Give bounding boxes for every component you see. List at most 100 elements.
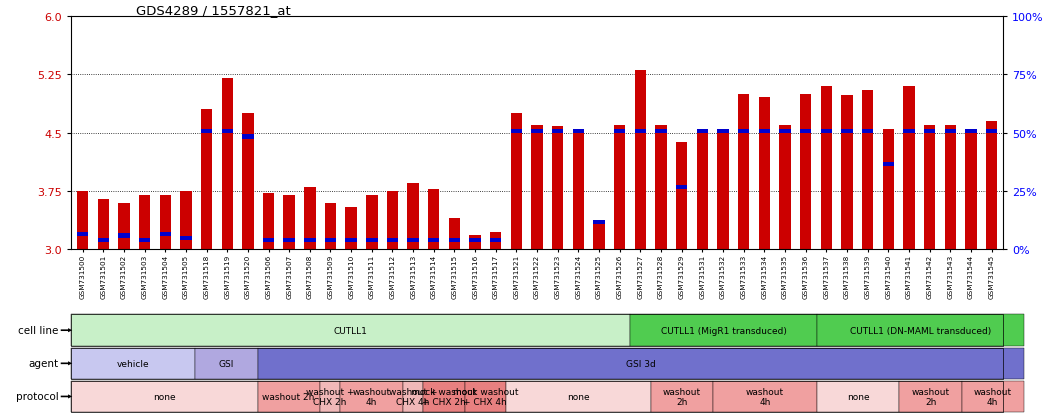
Bar — [759, 98, 770, 250]
Bar — [696, 130, 708, 134]
Bar — [76, 232, 88, 237]
Bar — [386, 192, 398, 250]
Bar — [552, 130, 563, 134]
Text: none: none — [153, 392, 176, 401]
Bar — [883, 162, 894, 166]
Bar — [180, 192, 192, 250]
Bar — [634, 130, 646, 134]
Bar — [532, 126, 542, 250]
Bar — [965, 130, 977, 134]
Bar — [139, 195, 150, 250]
Bar — [304, 188, 315, 250]
Bar — [738, 130, 750, 134]
Bar — [904, 130, 915, 134]
Bar — [925, 130, 935, 134]
Bar — [449, 238, 460, 243]
Text: washout
2h: washout 2h — [663, 387, 701, 406]
Text: washout +
CHX 4h: washout + CHX 4h — [388, 387, 437, 406]
Bar — [407, 184, 419, 250]
Text: vehicle: vehicle — [117, 359, 150, 368]
Bar — [263, 238, 274, 243]
Bar — [842, 96, 852, 250]
Bar — [490, 233, 502, 250]
Text: mock washout
+ CHX 2h: mock washout + CHX 2h — [411, 387, 476, 406]
Text: none: none — [847, 392, 869, 401]
Bar — [159, 232, 171, 237]
Bar — [594, 223, 605, 250]
Bar — [655, 126, 667, 250]
Bar — [159, 195, 171, 250]
Text: CUTLL1: CUTLL1 — [334, 326, 367, 335]
Bar — [118, 203, 130, 250]
Bar — [986, 130, 998, 134]
Bar — [222, 79, 232, 250]
Bar — [284, 238, 295, 243]
Bar — [573, 129, 584, 250]
Bar — [222, 130, 232, 134]
Text: washout
4h: washout 4h — [974, 387, 1011, 406]
Bar — [201, 130, 213, 134]
Bar — [800, 130, 811, 134]
Text: washout 2h: washout 2h — [263, 392, 315, 401]
Text: washout
4h: washout 4h — [353, 387, 391, 406]
Bar — [511, 130, 522, 134]
Bar — [469, 236, 481, 250]
Bar — [925, 126, 935, 250]
Bar — [883, 129, 894, 250]
Bar — [469, 238, 481, 243]
Bar — [263, 194, 274, 250]
Bar — [428, 189, 440, 250]
Bar — [738, 94, 750, 250]
Bar — [449, 219, 460, 250]
Text: mock washout
+ CHX 4h: mock washout + CHX 4h — [452, 387, 518, 406]
Bar — [676, 142, 688, 250]
Bar — [366, 238, 378, 243]
Bar — [779, 126, 790, 250]
Bar — [407, 238, 419, 243]
Bar — [552, 127, 563, 250]
Bar — [428, 238, 440, 243]
Bar — [242, 114, 253, 250]
Bar — [821, 130, 832, 134]
Text: cell line: cell line — [18, 325, 59, 335]
Bar — [180, 236, 192, 240]
Bar — [842, 130, 852, 134]
Bar — [696, 129, 708, 250]
Bar — [717, 130, 729, 134]
Bar — [490, 238, 502, 243]
Text: CUTLL1 (MigR1 transduced): CUTLL1 (MigR1 transduced) — [661, 326, 786, 335]
Bar — [655, 130, 667, 134]
Bar — [511, 114, 522, 250]
Text: GSI: GSI — [219, 359, 235, 368]
Bar — [944, 130, 956, 134]
Bar — [676, 185, 688, 190]
Bar — [304, 238, 315, 243]
Text: protocol: protocol — [16, 392, 59, 401]
Text: GDS4289 / 1557821_at: GDS4289 / 1557821_at — [136, 4, 291, 17]
Bar — [325, 238, 336, 243]
Bar — [284, 195, 295, 250]
Text: washout
4h: washout 4h — [745, 387, 784, 406]
Bar — [573, 130, 584, 134]
Bar — [386, 238, 398, 243]
Text: none: none — [567, 392, 589, 401]
Text: GSI 3d: GSI 3d — [626, 359, 655, 368]
Bar — [862, 90, 873, 250]
Bar — [346, 207, 357, 250]
Bar — [139, 238, 150, 243]
Bar — [242, 135, 253, 139]
Bar — [717, 133, 729, 250]
Text: washout +
CHX 2h: washout + CHX 2h — [306, 387, 354, 406]
Bar — [532, 130, 542, 134]
Bar — [76, 192, 88, 250]
Bar — [862, 130, 873, 134]
Bar — [615, 126, 625, 250]
Bar — [986, 121, 998, 250]
Bar — [821, 87, 832, 250]
Bar — [904, 87, 915, 250]
Text: washout
2h: washout 2h — [912, 387, 950, 406]
Bar — [366, 195, 378, 250]
Bar — [325, 203, 336, 250]
Text: CUTLL1 (DN-MAML transduced): CUTLL1 (DN-MAML transduced) — [849, 326, 990, 335]
Bar — [118, 234, 130, 238]
